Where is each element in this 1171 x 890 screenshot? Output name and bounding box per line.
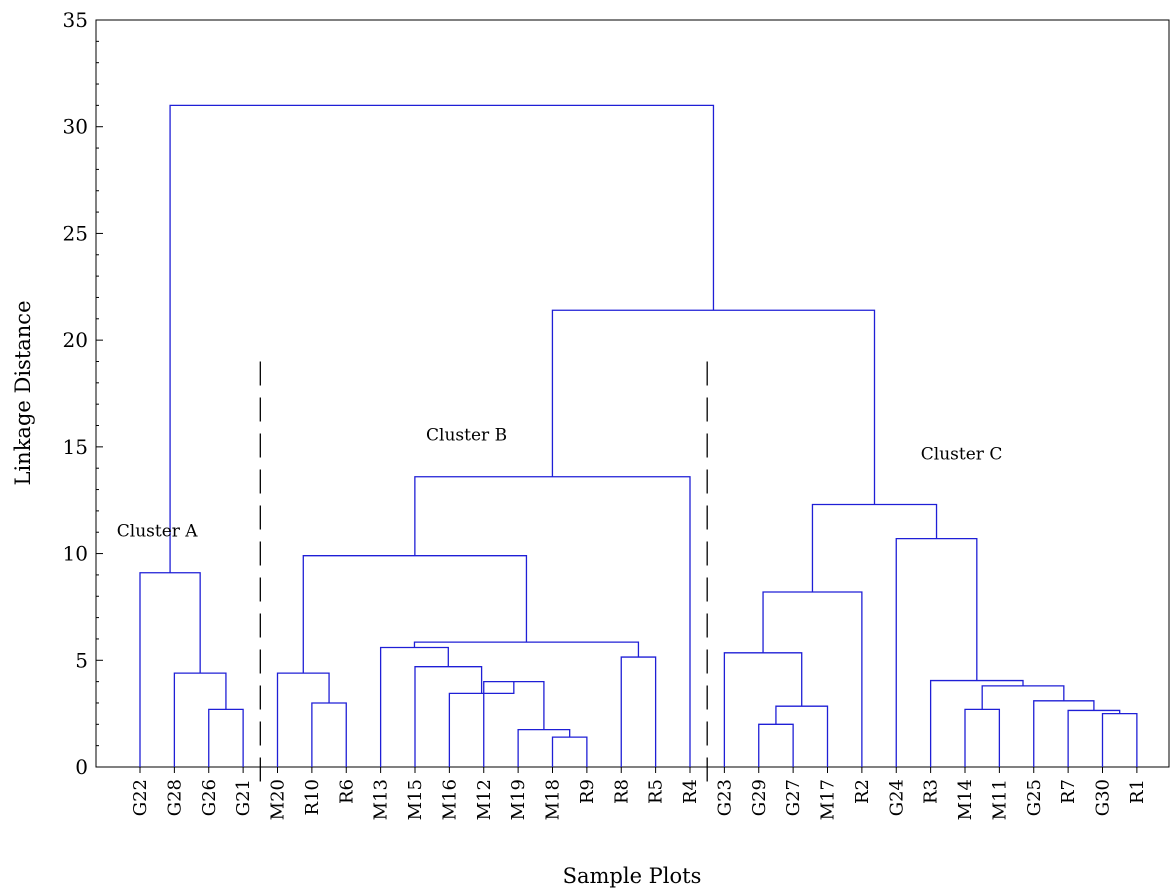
leaf-label-r5: R5 (646, 779, 667, 804)
y-axis: 0 5 10 15 20 25 30 35 (63, 8, 103, 779)
y-tick-label-25: 25 (63, 221, 88, 245)
leaf-label-m16: M16 (439, 779, 460, 820)
leaf-label-g22: G22 (130, 779, 151, 816)
leaf-label-g30: G30 (1093, 779, 1114, 816)
leaf-label-m18: M18 (543, 779, 564, 820)
merge-link-m19 (762, 591, 863, 767)
merge-link-m28 (551, 309, 876, 505)
merge-link-m21 (1067, 709, 1121, 767)
annotation-cluster-b: Cluster B (426, 425, 507, 445)
leaf-label-r6: R6 (336, 779, 357, 804)
leaf-label-r3: R3 (921, 779, 942, 804)
leaf-label-g21: G21 (233, 779, 254, 816)
merge-link-m15 (139, 572, 201, 767)
dendrogram-links (139, 104, 1138, 767)
leaf-label-r2: R2 (852, 779, 873, 804)
cluster-annotations: Cluster A Cluster B Cluster C (117, 425, 1003, 541)
merge-link-m1 (551, 736, 588, 767)
merge-link-m25 (929, 679, 1024, 767)
merge-link-m20 (1101, 712, 1138, 767)
leaf-label-m20: M20 (268, 779, 289, 820)
leaf-label-r7: R7 (1058, 779, 1079, 804)
y-tick-label-30: 30 (63, 115, 88, 139)
annotation-cluster-a: Cluster A (117, 521, 199, 541)
leaf-label-g28: G28 (164, 779, 185, 816)
leaf-label-g24: G24 (886, 779, 907, 816)
merge-link-m12 (414, 476, 691, 767)
leaf-label-m17: M17 (818, 779, 839, 820)
merge-link-m14 (173, 672, 227, 767)
leaf-label-m19: M19 (508, 779, 529, 820)
leaf-label-g23: G23 (714, 779, 735, 816)
leaf-label-r4: R4 (680, 779, 701, 804)
leaf-label-r8: R8 (611, 779, 632, 804)
merge-link-m29 (169, 104, 715, 573)
merge-link-m5 (414, 666, 483, 767)
leaf-label-g27: G27 (783, 779, 804, 816)
merge-link-m3 (483, 680, 545, 767)
y-tick-label-10: 10 (63, 542, 88, 566)
y-tick-label-5: 5 (75, 648, 88, 672)
merge-link-m11 (302, 555, 528, 674)
merge-link-m16 (758, 723, 794, 767)
x-axis-title: Sample Plots (563, 864, 702, 888)
merge-link-m27 (811, 503, 938, 592)
leaf-label-m11: M11 (989, 779, 1010, 820)
merge-link-m7 (620, 656, 657, 767)
leaf-label-m13: M13 (371, 779, 392, 820)
y-tick-label-20: 20 (63, 328, 88, 352)
leaf-label-g29: G29 (749, 779, 770, 816)
annotation-cluster-c: Cluster C (921, 445, 1003, 465)
merge-link-m17 (775, 705, 829, 767)
merge-link-m9 (311, 702, 347, 767)
merge-link-m10 (276, 672, 330, 767)
leaf-label-r1: R1 (1127, 779, 1148, 804)
leaf-label-g25: G25 (1024, 779, 1045, 816)
y-tick-label-0: 0 (75, 755, 88, 779)
leaf-label-r10: R10 (302, 779, 323, 815)
y-tick-label-35: 35 (63, 8, 88, 32)
y-axis-title: Linkage Distance (11, 301, 35, 486)
merge-link-m2 (517, 729, 571, 767)
x-axis: G22 G28 G26 G21 M20 R10 R6 M13 M15 M16 M12 M19 M18 R9… (130, 767, 1148, 820)
merge-link-m24 (981, 685, 1065, 710)
leaf-label-m15: M15 (405, 779, 426, 820)
leaf-label-m12: M12 (474, 779, 495, 820)
merge-link-m4 (448, 681, 515, 767)
merge-link-m23 (964, 708, 1001, 767)
leaf-label-g26: G26 (199, 779, 220, 816)
leaf-label-r9: R9 (577, 779, 598, 804)
leaf-label-m14: M14 (955, 779, 976, 820)
y-tick-label-15: 15 (63, 435, 88, 459)
merge-link-m18 (723, 652, 803, 767)
merge-link-m13 (208, 708, 244, 767)
plot-frame (95, 19, 1170, 768)
